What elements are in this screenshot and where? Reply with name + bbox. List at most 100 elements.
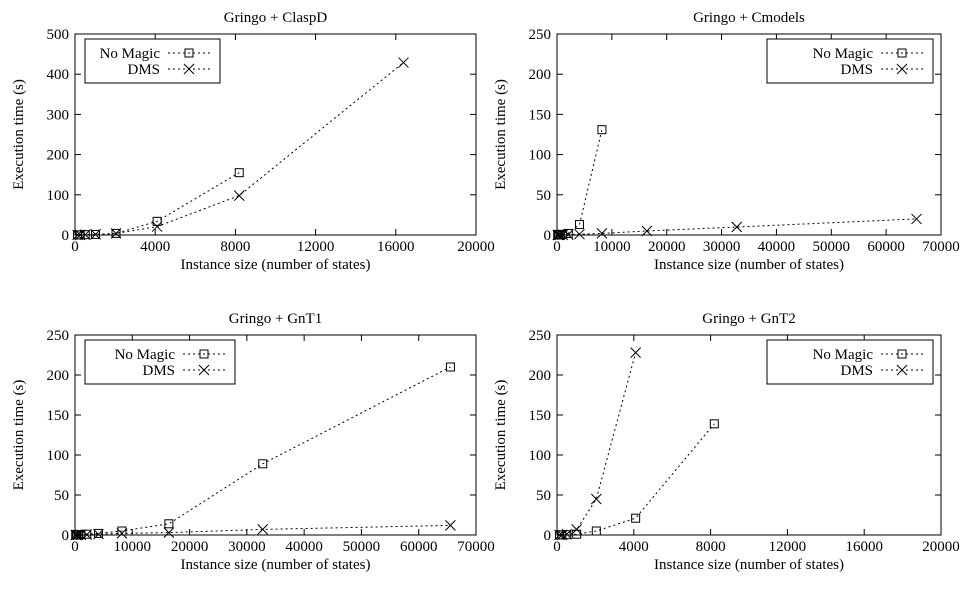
cross-stroke xyxy=(79,229,91,241)
cross-marker xyxy=(72,529,84,541)
x-tick-label: 16000 xyxy=(377,239,415,255)
square-marker xyxy=(709,419,719,429)
x-tick-label: 40000 xyxy=(758,239,796,255)
y-tick-label: 100 xyxy=(529,148,552,164)
cross-stroke xyxy=(198,364,210,376)
x-axis-label: Instance size (number of states) xyxy=(654,257,844,273)
series-line xyxy=(77,172,240,236)
square-marker xyxy=(445,362,455,372)
cross-marker xyxy=(398,57,409,68)
x-tick-label: 20000 xyxy=(457,239,495,255)
cross-marker xyxy=(445,520,456,531)
legend-label: No Magic xyxy=(813,347,874,363)
cross-marker xyxy=(151,221,163,232)
cross-stroke xyxy=(72,229,83,241)
cross-marker xyxy=(71,529,82,541)
cross-marker xyxy=(72,229,83,241)
y-tick-label: 100 xyxy=(47,448,70,464)
cross-marker xyxy=(110,228,122,239)
cross-marker xyxy=(896,63,908,75)
cross-marker xyxy=(93,528,104,540)
x-tick-label: 20000 xyxy=(171,539,209,555)
cross-marker xyxy=(163,527,175,538)
series-line xyxy=(75,366,451,536)
square-marker xyxy=(199,349,209,359)
cross-marker xyxy=(596,228,608,239)
y-tick-label: 100 xyxy=(529,448,552,464)
cross-marker xyxy=(556,529,568,541)
y-axis-label: Execution time (s) xyxy=(11,79,27,190)
y-tick-label: 200 xyxy=(47,368,70,384)
y-tick-label: 0 xyxy=(544,528,552,544)
y-tick-label: 50 xyxy=(536,488,551,504)
x-tick-label: 60000 xyxy=(400,539,438,555)
legend-box xyxy=(766,339,934,385)
x-tick-label: 20000 xyxy=(648,239,686,255)
x-tick-label: 0 xyxy=(553,539,561,555)
square-marker xyxy=(111,228,121,238)
chart-panel-4: Gringo + GnT2 0 4000 8000 12000 16000 20000 0 50… xyxy=(493,311,960,573)
y-tick-label: 200 xyxy=(529,67,552,83)
legend-label: DMS xyxy=(840,363,873,379)
x-tick-label: 4000 xyxy=(619,539,649,555)
y-tick-label: 0 xyxy=(62,228,70,244)
cross-marker xyxy=(731,221,743,233)
cross-marker xyxy=(562,229,574,240)
square-marker xyxy=(591,526,601,536)
cross-marker xyxy=(90,229,101,240)
square-marker xyxy=(93,528,103,538)
chart-panel-3: Gringo + GnT1 0 10000 20000 30000 40000 50000 6… xyxy=(11,311,495,573)
y-tick-label: 250 xyxy=(529,27,552,43)
square-marker xyxy=(562,530,572,540)
cross-marker xyxy=(896,364,908,376)
cross-stroke xyxy=(257,524,269,535)
x-axis-label: Instance size (number of states) xyxy=(181,557,371,573)
square-marker xyxy=(597,125,607,135)
x-tick-label: 16000 xyxy=(845,539,883,555)
cross-marker xyxy=(554,229,566,241)
y-tick-label: 150 xyxy=(47,408,70,424)
series-no-magic xyxy=(553,125,607,240)
cross-marker xyxy=(630,347,641,358)
cross-stroke xyxy=(896,63,908,75)
cross-marker xyxy=(257,524,269,535)
cross-marker xyxy=(590,493,602,505)
square-marker xyxy=(631,513,641,523)
cross-stroke xyxy=(896,364,908,376)
cross-stroke xyxy=(81,529,93,540)
x-tick-label: 8000 xyxy=(220,239,250,255)
y-tick-label: 250 xyxy=(47,328,70,344)
x-axis-label: Instance size (number of states) xyxy=(654,557,844,573)
y-tick-label: 0 xyxy=(544,228,552,244)
plot-frame xyxy=(556,334,942,536)
square-marker xyxy=(574,220,584,230)
cross-stroke xyxy=(641,225,653,237)
x-tick-label: 30000 xyxy=(228,539,266,555)
cross-marker xyxy=(641,225,653,237)
cross-stroke xyxy=(596,228,608,239)
cross-marker xyxy=(74,229,86,241)
cross-stroke xyxy=(90,229,101,240)
cross-stroke xyxy=(554,529,565,541)
square-marker xyxy=(258,459,268,469)
cross-marker xyxy=(81,529,93,540)
cross-stroke xyxy=(562,229,574,240)
series-no-magic xyxy=(554,419,719,540)
legend-label: No Magic xyxy=(115,347,176,363)
cross-stroke xyxy=(74,229,86,241)
plot-frame xyxy=(74,33,477,236)
square-marker xyxy=(164,519,174,529)
chart-title: Gringo + ClaspD xyxy=(224,10,328,26)
cross-stroke xyxy=(574,228,585,240)
plot-frame xyxy=(556,33,942,236)
cross-stroke xyxy=(557,229,568,241)
y-axis-label: Execution time (s) xyxy=(11,380,27,491)
cross-marker xyxy=(198,364,210,376)
legend-box xyxy=(84,38,221,84)
cross-stroke xyxy=(71,529,82,541)
cross-stroke xyxy=(93,528,104,540)
cross-stroke xyxy=(70,529,82,541)
y-axis-label: Execution time (s) xyxy=(493,380,509,491)
cross-stroke xyxy=(553,229,564,241)
